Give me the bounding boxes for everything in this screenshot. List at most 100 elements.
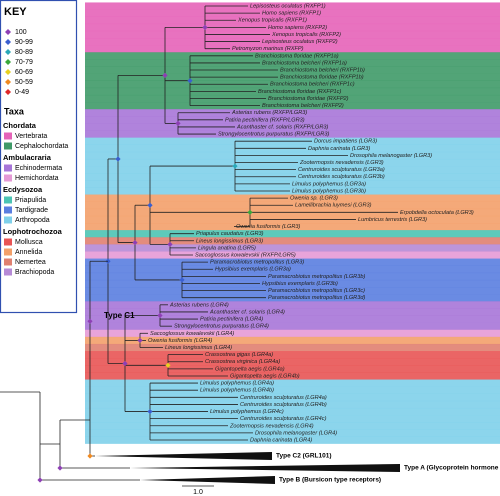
leaf-label: Branchiostoma floridae (RXFP2)	[268, 96, 349, 102]
support-node	[137, 337, 143, 343]
leaf-label: Asterias rubens (RXFP/LGR3)	[231, 110, 307, 116]
support-marker	[5, 49, 11, 55]
leaf-label: Lumbricus terrestris (LGR3)	[358, 217, 427, 223]
taxon-band	[85, 379, 500, 387]
support-label: 50-59	[15, 79, 33, 86]
leaf-label: Homo sapiens (RXFP2)	[268, 25, 327, 31]
support-node	[147, 202, 153, 208]
leaf-label: Branchiostoma belcheri (RXFP2)	[262, 103, 344, 109]
taxon-band	[85, 336, 500, 345]
scale-label: 1.0	[193, 489, 203, 496]
key-box	[0, 0, 78, 314]
support-node	[187, 78, 193, 84]
taxon-band	[85, 400, 500, 409]
leaf-label: Daphnia carinata (LGR3)	[308, 146, 370, 152]
taxon-band	[85, 52, 500, 60]
taxon-band	[85, 365, 500, 373]
taxon-band	[85, 258, 500, 266]
taxon-label: Brachiopoda	[15, 269, 54, 276]
leaf-label: Petromyzon marinus (RXFP)	[232, 46, 304, 52]
taxon-swatch	[4, 174, 12, 182]
group-label: Lophotrochozoa	[3, 227, 63, 236]
leaf-label: Owenia fusiformis (LGR3)	[236, 224, 300, 230]
taxon-label: Hemichordata	[15, 175, 59, 182]
taxon-swatch	[4, 164, 12, 172]
key-title: KEY	[4, 6, 27, 18]
taxon-swatch	[4, 206, 12, 214]
leaf-label: Strongylocentrotus purpuratus (LGR4)	[174, 324, 269, 330]
support-label: 100	[15, 29, 27, 36]
collapsed-label: Type A (Glycoprotein hormone type recept…	[404, 465, 500, 472]
leaf-label: Limulus polyphemus (LGR3b)	[292, 188, 366, 194]
taxon-band	[85, 38, 500, 46]
leaf-label: Gigantopelta aegis (LGR4a)	[215, 366, 285, 372]
taxon-band	[85, 237, 500, 245]
taxon-band	[85, 422, 500, 430]
taxon-band	[85, 315, 500, 323]
taxon-band	[85, 180, 500, 188]
support-label: 90-99	[15, 39, 33, 46]
support-node	[157, 312, 163, 319]
leaf-label: Lepisosteus oculatus (RXFP1)	[250, 3, 326, 9]
taxon-label: Echinodermata	[15, 165, 62, 172]
leaf-label: Saccoglossus kowalevskii (LGR4)	[150, 331, 234, 337]
taxon-swatch	[4, 238, 12, 246]
taxon-band	[85, 415, 500, 423]
taxon-label: Vertebrata	[15, 133, 47, 140]
taxon-band	[85, 16, 500, 25]
leaf-label: Limulus polyphemus (LGR4a)	[200, 381, 274, 387]
support-node	[57, 465, 63, 471]
taxon-band	[85, 436, 500, 444]
leaf-label: Xenopus tropicalis (RXFP1)	[237, 18, 307, 24]
leaf-label: Centruroides sculpturatus (LGR3b)	[298, 174, 385, 180]
leaf-label: Centruroides sculpturatus (LGR3a)	[298, 167, 385, 173]
leaf-label: Patiria pectinifera (RXFP/LGR3)	[225, 117, 305, 123]
taxon-band	[85, 393, 500, 402]
leaf-label: Limulus polyphemus (LGR4c)	[210, 409, 284, 415]
support-node	[202, 24, 208, 30]
leaf-label: Centruroides sculpturatus (LGR4c)	[240, 416, 327, 422]
support-marker	[5, 69, 11, 75]
taxon-band	[85, 230, 500, 238]
taxon-band	[85, 187, 500, 195]
taxon-band	[85, 223, 500, 231]
support-node	[87, 318, 93, 324]
taxon-band	[85, 251, 500, 259]
leaf-label: Lamellibrachia luymesi (LGR3)	[295, 203, 372, 209]
support-node	[37, 477, 43, 483]
taxon-band	[85, 265, 500, 274]
support-marker	[5, 59, 11, 65]
support-node	[247, 209, 253, 215]
leaf-label: Drosophila melanogaster (LGR4)	[255, 430, 337, 436]
support-node	[87, 453, 93, 459]
leaf-label: Branchiostoma floridae (RXFP1c)	[258, 89, 341, 95]
leaf-label: Branchiostoma belcheri (RXFP1c)	[270, 82, 355, 88]
leaf-label: Asterias rubens (LGR4)	[169, 302, 229, 308]
support-label: 70-79	[15, 59, 33, 66]
leaf-label: Branchiostoma floridae (RXFP1b)	[280, 75, 364, 81]
taxon-label: Priapulida	[15, 197, 46, 204]
leaf-label: Owenia fusiformis (LGR4)	[148, 338, 212, 344]
support-marker	[5, 79, 11, 85]
leaf-label: Owenia sp. (LGR3)	[290, 196, 338, 202]
taxon-band	[85, 130, 500, 138]
taxon-swatch	[4, 268, 12, 276]
leaf-label: Limulus polyphemus (LGR3a)	[292, 181, 366, 187]
leaf-label: Xenopus tropicalis (RXFP2)	[271, 32, 341, 38]
taxon-band	[85, 279, 500, 288]
leaf-label: Patiria pectinifera (LGR4)	[200, 317, 263, 323]
taxon-swatch	[4, 132, 12, 140]
leaf-label: Dorcus impatiens (LGR3)	[314, 139, 377, 145]
taxon-band	[85, 87, 500, 96]
taxon-band	[85, 301, 500, 309]
taxon-swatch	[4, 248, 12, 256]
group-label: Chordata	[3, 121, 37, 130]
support-marker	[5, 29, 11, 35]
support-node	[232, 163, 238, 169]
taxon-label: Mollusca	[15, 239, 43, 246]
collapsed-label: Type B (Bursicon type receptors)	[279, 477, 381, 484]
leaf-label: Gigantopelta aegis (LGR4b)	[230, 373, 300, 379]
leaf-label: Hypsibius exemplaris (LGR3b)	[262, 281, 338, 287]
support-label: 0-49	[15, 89, 29, 96]
taxon-band	[85, 116, 500, 124]
